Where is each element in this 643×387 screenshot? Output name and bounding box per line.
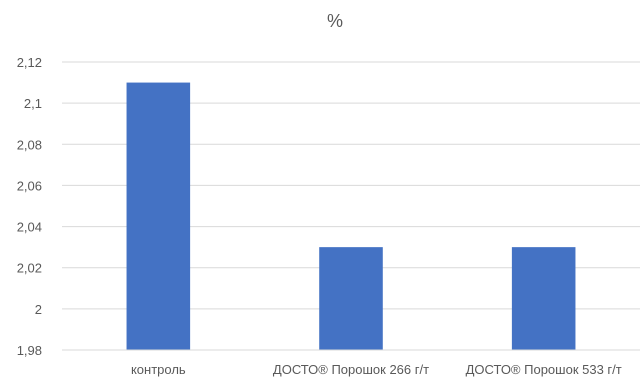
y-tick-label: 1,98 bbox=[17, 343, 42, 358]
x-tick-label: ДОСТО® Порошок 533 г/т bbox=[466, 362, 622, 377]
y-tick-label: 2,1 bbox=[24, 96, 42, 111]
x-tick-label: контроль bbox=[131, 362, 186, 377]
bar bbox=[511, 247, 576, 350]
y-tick-label: 2,12 bbox=[17, 55, 42, 70]
y-tick-label: 2,08 bbox=[17, 137, 42, 152]
bar bbox=[319, 247, 383, 350]
bars bbox=[126, 82, 576, 351]
bar bbox=[126, 82, 191, 351]
y-axis-tick-labels: 1,98 2 2,02 2,04 2,06 2,08 2,1 2,12 bbox=[17, 55, 42, 358]
y-tick-label: 2,04 bbox=[17, 220, 42, 235]
x-tick-label: ДОСТО® Порошок 266 г/т bbox=[273, 362, 429, 377]
y-tick-label: 2,06 bbox=[17, 178, 42, 193]
y-tick-label: 2,02 bbox=[17, 261, 42, 276]
chart-title: % bbox=[327, 11, 343, 31]
x-axis-tick-labels: контроль ДОСТО® Порошок 266 г/т ДОСТО® Пор… bbox=[131, 362, 622, 377]
y-tick-label: 2 bbox=[35, 302, 42, 317]
